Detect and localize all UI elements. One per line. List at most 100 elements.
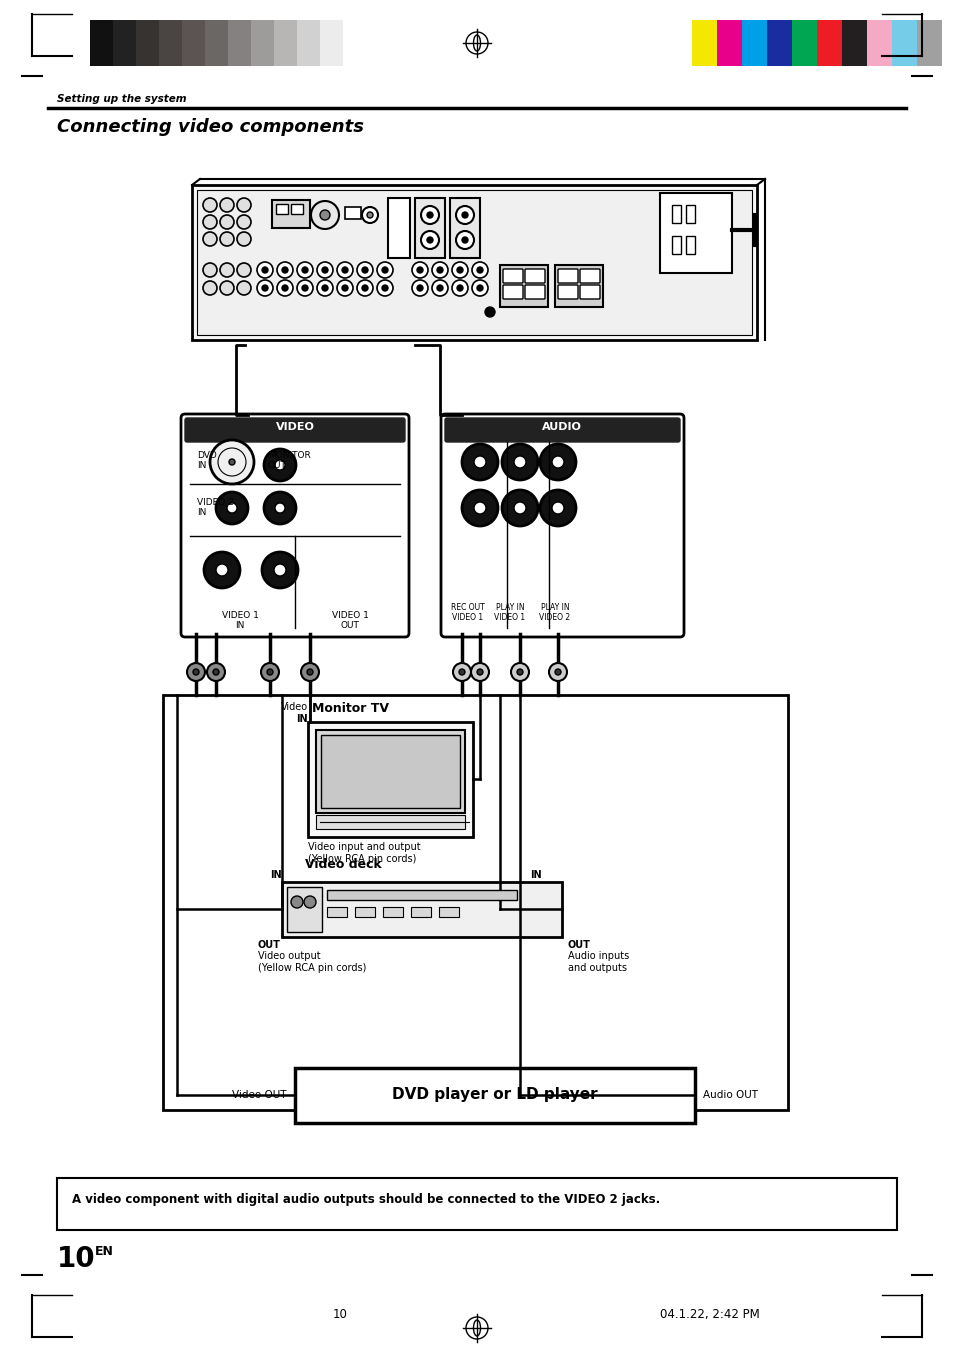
Bar — [659, 193, 731, 273]
Circle shape — [461, 236, 468, 243]
Text: Connecting video components: Connecting video components — [57, 118, 364, 136]
Circle shape — [376, 280, 393, 296]
Circle shape — [316, 280, 333, 296]
Circle shape — [427, 236, 433, 243]
Text: DVD player or LD player: DVD player or LD player — [392, 1088, 598, 1102]
Circle shape — [484, 307, 495, 317]
Text: IN: IN — [296, 713, 308, 724]
Circle shape — [476, 669, 482, 676]
Circle shape — [311, 201, 338, 230]
Bar — [388, 199, 410, 258]
Circle shape — [456, 205, 474, 224]
Circle shape — [453, 663, 471, 681]
Text: Setting up the system: Setting up the system — [57, 95, 186, 104]
Text: Video: Video — [280, 703, 308, 712]
Circle shape — [501, 490, 537, 526]
Circle shape — [236, 263, 251, 277]
Bar — [136, 20, 159, 66]
Circle shape — [276, 280, 293, 296]
Circle shape — [461, 212, 468, 218]
Circle shape — [539, 444, 576, 480]
Text: EN: EN — [95, 1246, 113, 1258]
Bar — [159, 20, 182, 66]
Bar — [415, 199, 444, 258]
Circle shape — [461, 490, 497, 526]
Text: MONITOR
OUT: MONITOR OUT — [268, 451, 311, 470]
Bar — [685, 236, 695, 254]
Bar — [251, 20, 274, 66]
Circle shape — [274, 563, 286, 576]
Bar — [791, 20, 816, 66]
Circle shape — [474, 457, 485, 467]
Bar — [671, 205, 680, 223]
Bar — [816, 20, 841, 66]
Bar — [182, 20, 205, 66]
FancyBboxPatch shape — [444, 417, 679, 442]
Circle shape — [511, 663, 529, 681]
FancyBboxPatch shape — [502, 285, 522, 299]
Circle shape — [193, 669, 199, 676]
Bar — [671, 236, 680, 254]
Circle shape — [322, 267, 328, 273]
Circle shape — [307, 669, 313, 676]
Bar — [866, 20, 891, 66]
Text: VIDEO 1
IN: VIDEO 1 IN — [221, 611, 258, 631]
Circle shape — [236, 199, 251, 212]
Circle shape — [203, 215, 216, 230]
Circle shape — [267, 669, 273, 676]
Circle shape — [341, 285, 348, 290]
Circle shape — [341, 267, 348, 273]
Circle shape — [276, 262, 293, 278]
Circle shape — [452, 262, 468, 278]
Text: 10: 10 — [57, 1246, 95, 1273]
Bar — [228, 20, 251, 66]
Circle shape — [427, 212, 433, 218]
Bar — [282, 882, 561, 938]
Circle shape — [215, 492, 248, 524]
Bar — [555, 265, 602, 307]
Circle shape — [210, 440, 253, 484]
Circle shape — [476, 285, 482, 290]
Text: Video input and output
(Yellow RCA pin cords): Video input and output (Yellow RCA pin c… — [308, 842, 420, 863]
Circle shape — [203, 232, 216, 246]
Circle shape — [302, 285, 308, 290]
Circle shape — [203, 263, 216, 277]
Bar — [287, 888, 322, 932]
Bar — [296, 20, 319, 66]
Circle shape — [220, 215, 233, 230]
Bar — [90, 20, 112, 66]
Circle shape — [274, 459, 285, 470]
Text: IN: IN — [530, 870, 541, 880]
Bar — [382, 907, 402, 917]
Circle shape — [215, 563, 228, 576]
Bar — [112, 20, 136, 66]
Bar — [272, 200, 310, 228]
Text: AUDIO: AUDIO — [541, 422, 581, 432]
Circle shape — [471, 663, 489, 681]
Circle shape — [236, 232, 251, 246]
Text: REC OUT
VIDEO 1: REC OUT VIDEO 1 — [451, 603, 484, 623]
Circle shape — [552, 503, 563, 513]
Bar — [315, 730, 464, 813]
Bar — [205, 20, 228, 66]
Circle shape — [322, 285, 328, 290]
Text: PLAY IN
VIDEO 2: PLAY IN VIDEO 2 — [538, 603, 570, 623]
Bar — [291, 204, 303, 213]
Circle shape — [361, 285, 368, 290]
Bar — [685, 205, 695, 223]
Circle shape — [367, 212, 373, 218]
Bar — [741, 20, 766, 66]
Circle shape — [220, 263, 233, 277]
Bar — [163, 694, 787, 1111]
Text: 04.1.22, 2:42 PM: 04.1.22, 2:42 PM — [659, 1308, 759, 1321]
Bar — [327, 890, 517, 900]
Circle shape — [555, 669, 560, 676]
Circle shape — [476, 267, 482, 273]
Bar — [717, 20, 741, 66]
FancyBboxPatch shape — [181, 413, 409, 638]
Bar — [196, 190, 751, 335]
Circle shape — [472, 262, 488, 278]
Bar — [841, 20, 866, 66]
Bar — [57, 1178, 896, 1229]
FancyBboxPatch shape — [524, 285, 544, 299]
